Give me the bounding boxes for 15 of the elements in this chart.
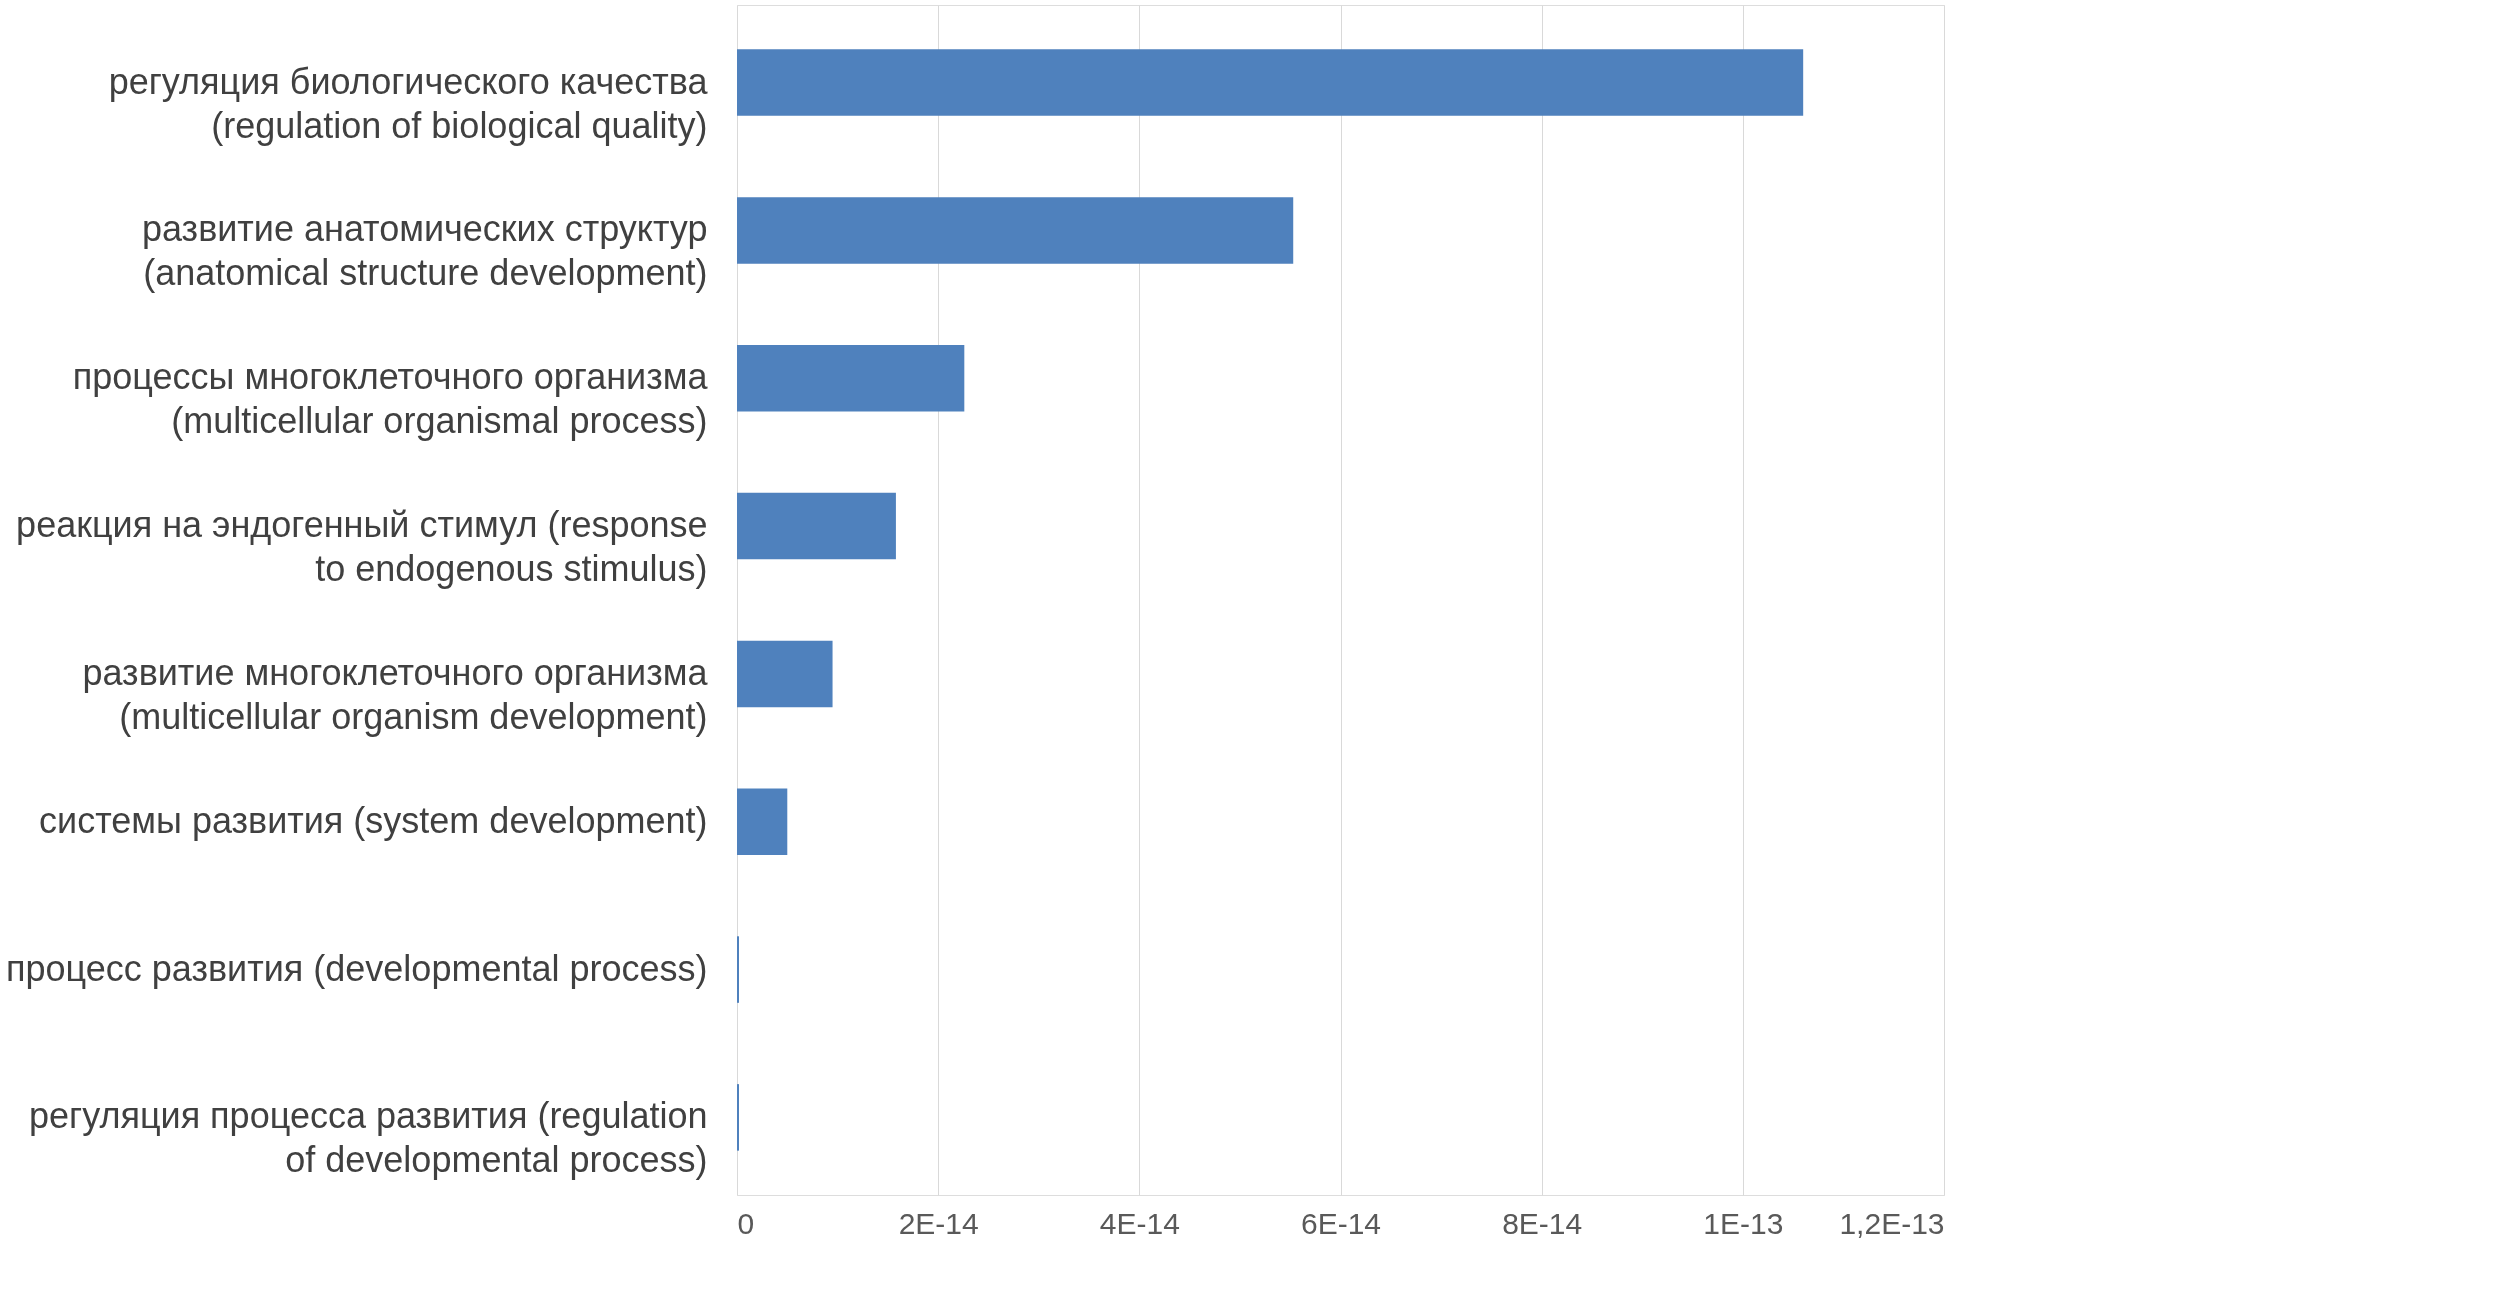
x-tick-label: 0 xyxy=(737,1206,755,1240)
x-tick-label: 2E-14 xyxy=(898,1206,979,1240)
x-tick-label: 4E-14 xyxy=(1099,1206,1180,1240)
y-tick-label: развитие многоклеточного организма (multicellular organism development) xyxy=(82,651,709,737)
x-tick-label: 1,2E-13 xyxy=(1839,1206,1945,1240)
x-tick-label: 6E-14 xyxy=(1300,1206,1382,1240)
x-tick-label: 1E-13 xyxy=(1703,1206,1784,1240)
y-tick-label: регуляция биологического качества (regulation of biological quality) xyxy=(108,60,709,146)
y-tick-label: развитие анатомических структур (anatomical structure development) xyxy=(141,208,708,294)
y-tick-label: процесс развития (developmental process) xyxy=(6,947,708,989)
x-tick-label: 8E-14 xyxy=(1502,1206,1583,1240)
y-tick-label: системы развития (system development) xyxy=(39,799,708,841)
y-tick-label: реакция на эндогенный стимул (response to endogenous stimulus) xyxy=(16,504,708,590)
y-tick-label: регуляция процесса развития (regulation of developmental process) xyxy=(29,1095,708,1181)
y-tick-label: процессы многоклеточного организма (multicellular organismal process) xyxy=(72,356,709,442)
